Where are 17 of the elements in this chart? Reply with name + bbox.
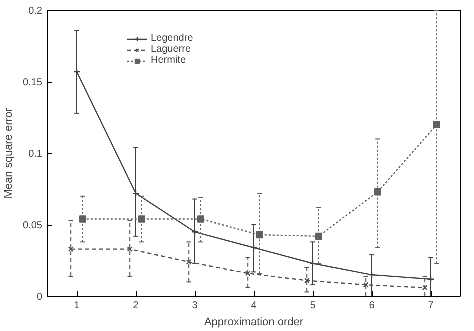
x-tick-label: 1 <box>74 300 80 312</box>
x-tick-label: 5 <box>310 300 316 312</box>
y-tick-label: 0 <box>36 292 43 303</box>
y-tick-label: 0.15 <box>23 78 43 88</box>
y-tick-label: 0.2 <box>28 6 43 17</box>
x-tick-label: 7 <box>428 300 434 312</box>
x-tick-label: 3 <box>192 300 198 312</box>
x-tick-label: 4 <box>251 300 258 312</box>
legend-label: Legendre <box>151 33 194 44</box>
y-axis-title: Mean square error <box>3 108 16 199</box>
y-tick-label: 0.1 <box>28 149 43 160</box>
legend-label: Laguerre <box>151 44 192 55</box>
y-tick-label: 0.05 <box>23 220 43 232</box>
x-tick-label: 6 <box>369 300 376 312</box>
x-axis-title: Approximation order <box>204 316 304 328</box>
x-tick-label: 2 <box>133 300 140 312</box>
legend-label: Hermite <box>151 55 186 66</box>
